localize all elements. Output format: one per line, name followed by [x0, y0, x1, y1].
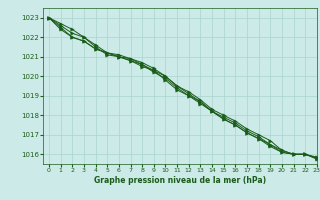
- X-axis label: Graphe pression niveau de la mer (hPa): Graphe pression niveau de la mer (hPa): [94, 176, 266, 185]
